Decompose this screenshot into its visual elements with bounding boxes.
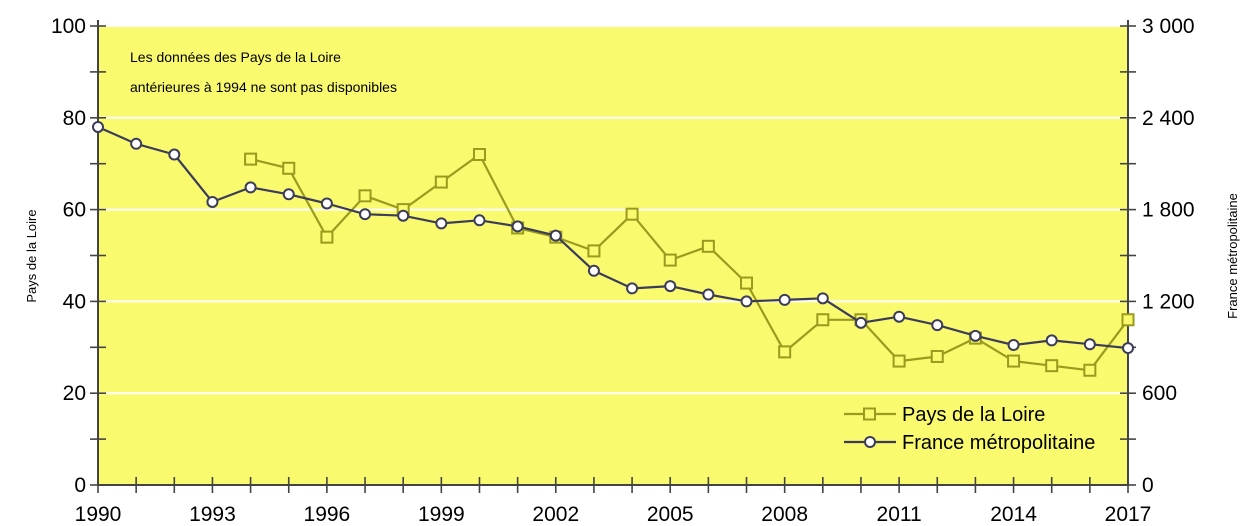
data-point: [168, 148, 181, 161]
annotation-line-1: Les données des Pays de la Loire: [130, 49, 341, 65]
data-point: [931, 319, 944, 332]
x-tick-label: 2017: [1105, 503, 1152, 526]
x-tick-label: 1990: [75, 503, 122, 526]
data-point: [625, 207, 639, 221]
x-tick-label: 2005: [647, 503, 694, 526]
data-point: [702, 288, 715, 301]
data-point: [893, 310, 906, 323]
grid-lines: [98, 25, 1128, 395]
data-point: [1007, 354, 1021, 368]
right-tick-label: 2 400: [1142, 107, 1195, 130]
x-tick-label: 1996: [304, 503, 351, 526]
data-point: [435, 217, 448, 230]
data-point: [816, 313, 830, 327]
left-tick-label: 100: [51, 15, 86, 38]
x-tick-label: 1999: [418, 503, 465, 526]
data-point: [130, 137, 143, 150]
x-tick-label: 2008: [761, 503, 808, 526]
left-tick-label: 60: [63, 199, 86, 222]
left-tick-label: 0: [74, 474, 86, 497]
data-point: [587, 264, 600, 277]
data-point: [244, 181, 257, 194]
right-tick-label: 600: [1142, 382, 1177, 405]
legend: Pays de la Loire France métropolitaine: [844, 404, 1095, 454]
data-point: [206, 195, 219, 208]
legend-label-france-metropolitaine: France métropolitaine: [902, 432, 1095, 454]
series-line: [97, 125, 1129, 350]
right-tick-label: 1 800: [1142, 199, 1195, 222]
series-circle: [92, 120, 1134, 355]
data-point: [969, 329, 982, 342]
data-point: [663, 253, 677, 267]
legend-marker-circle: [864, 436, 876, 448]
legend-marker-square: [863, 407, 876, 421]
data-point: [244, 152, 258, 166]
data-point: [626, 282, 639, 295]
data-point: [473, 214, 486, 227]
left-axis-title: Pays de la Loire: [24, 209, 39, 302]
data-point: [778, 293, 791, 306]
left-tick-label: 40: [63, 290, 86, 313]
legend-label-pays-de-la-loire: Pays de la Loire: [902, 404, 1045, 426]
data-point: [587, 244, 601, 258]
left-tick-label: 80: [63, 107, 86, 130]
right-tick-label: 1 200: [1142, 290, 1195, 313]
left-tick-label: 20: [63, 382, 86, 405]
data-point: [816, 292, 829, 305]
data-point: [1045, 359, 1059, 373]
data-point: [664, 280, 677, 293]
data-point: [740, 276, 754, 290]
data-point: [92, 120, 104, 133]
data-point: [740, 295, 753, 308]
data-point: [282, 161, 296, 175]
data-point: [701, 239, 715, 253]
data-point: [1083, 338, 1096, 351]
plot-background: [98, 26, 1128, 485]
data-point: [930, 349, 944, 363]
right-tick-label: 0: [1142, 474, 1154, 497]
data-point: [1007, 339, 1020, 352]
data-point: [320, 230, 334, 244]
data-point: [892, 354, 906, 368]
series-layer: [92, 120, 1135, 377]
axis-ticks: 0 20 40 60 80 100 0 600 1 200 1 800 2 400 3 000 1990…: [51, 15, 1195, 526]
data-point: [282, 188, 295, 201]
data-point: [472, 148, 486, 162]
data-point: [1083, 363, 1097, 377]
x-tick-label: 2014: [990, 503, 1037, 526]
data-point: [359, 208, 372, 221]
data-point: [778, 345, 792, 359]
x-tick-label: 1993: [189, 503, 236, 526]
data-point: [358, 189, 372, 203]
x-tick-label: 2011: [877, 503, 922, 526]
data-point: [1121, 313, 1135, 327]
axes: [97, 20, 1129, 486]
x-tick-label: 2002: [532, 503, 579, 526]
annotation-line-2: antérieures à 1994 ne sont pas disponibl…: [130, 79, 397, 95]
data-point: [434, 175, 448, 189]
right-axis-title: France métropolitaine: [1225, 193, 1240, 319]
data-point: [1122, 342, 1134, 355]
data-point: [397, 209, 410, 222]
data-point: [320, 197, 333, 210]
data-point: [549, 229, 562, 242]
data-point: [1045, 334, 1058, 347]
data-point: [511, 220, 524, 233]
right-tick-label: 3 000: [1142, 15, 1195, 38]
data-point: [854, 316, 867, 329]
